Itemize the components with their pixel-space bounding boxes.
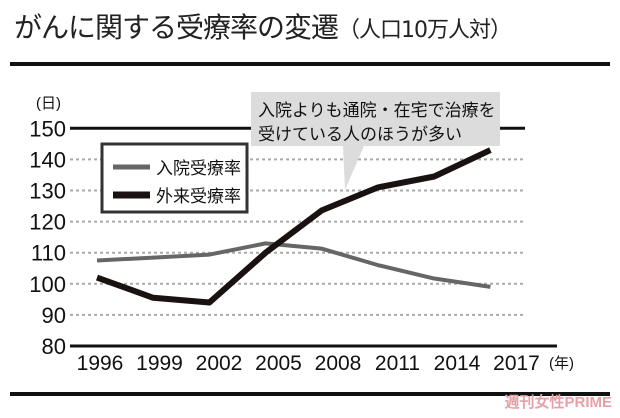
y-tick-label: 80 xyxy=(42,334,66,359)
annotation-text: 受けている人のほうが多い xyxy=(258,125,462,145)
x-tick-label: 2017 xyxy=(493,352,540,375)
legend-label: 入院受療率 xyxy=(156,159,241,179)
x-tick-label: 1996 xyxy=(77,352,124,375)
y-axis-unit: (日) xyxy=(36,95,61,112)
x-tick-label: 2002 xyxy=(196,352,243,375)
chart-title: がんに関する受療率の変遷（人口10万人対） xyxy=(14,6,512,46)
x-tick-label: 2005 xyxy=(255,352,302,375)
title-text: がんに関する受療率の変遷 xyxy=(14,11,339,44)
y-tick-label: 90 xyxy=(42,303,66,328)
watermark-logo: 週刊女性PRIME xyxy=(504,394,612,411)
x-axis-unit: (年) xyxy=(549,355,574,372)
title-subtitle: （人口10万人対） xyxy=(338,18,512,43)
x-tick-label: 2014 xyxy=(434,352,481,375)
y-tick-label: 100 xyxy=(29,272,66,297)
y-tick-label: 150 xyxy=(29,116,66,141)
legend-label: 外来受療率 xyxy=(156,187,241,207)
chart-frame xyxy=(10,62,610,396)
annotation-text: 入院よりも通院・在宅で治療を xyxy=(258,101,496,121)
x-tick-label: 2011 xyxy=(375,352,420,375)
series-line-inpatient xyxy=(96,241,491,289)
annotation-callout xyxy=(251,92,500,190)
x-tick-label: 2008 xyxy=(315,352,362,375)
x-tick-label: 1999 xyxy=(136,352,183,375)
series-line-outpatient xyxy=(95,147,492,306)
y-tick-label: 120 xyxy=(29,210,66,235)
legend-box xyxy=(100,142,249,214)
y-tick-label: 140 xyxy=(29,147,66,172)
y-tick-label: 110 xyxy=(31,241,66,266)
y-tick-label: 130 xyxy=(29,179,66,204)
